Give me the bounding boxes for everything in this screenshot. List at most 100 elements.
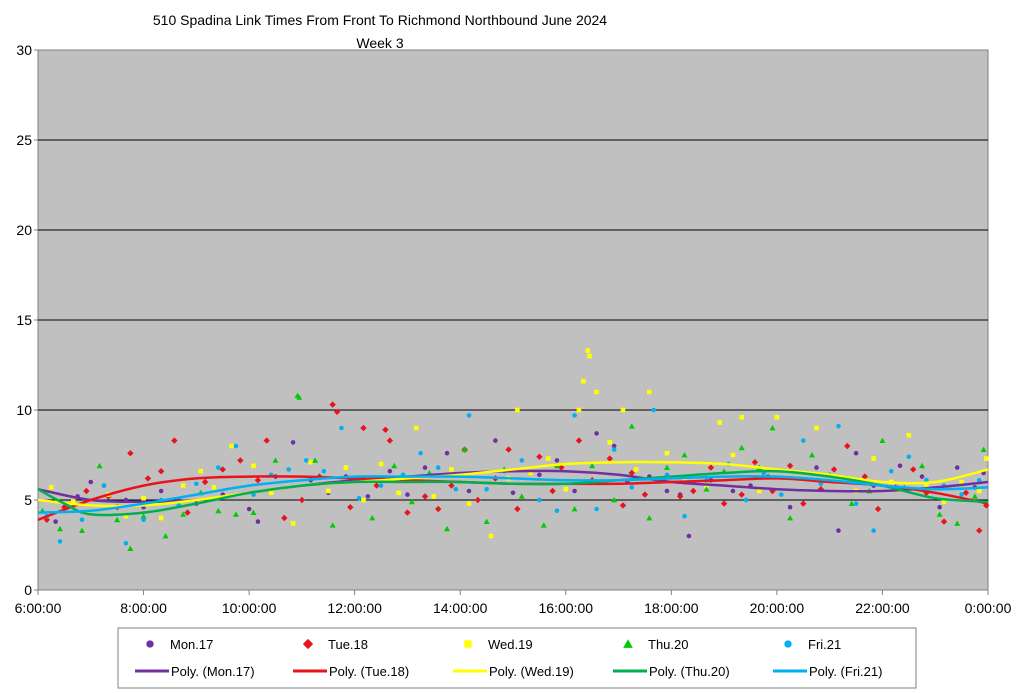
data-point xyxy=(871,456,876,461)
data-point xyxy=(628,469,635,477)
data-point xyxy=(980,446,987,452)
data-point xyxy=(540,522,547,528)
data-point xyxy=(738,444,745,451)
chart-title-line-2: Week 3 xyxy=(356,35,403,51)
data-point xyxy=(576,407,582,413)
data-point xyxy=(606,455,613,462)
data-point xyxy=(594,431,599,436)
data-point xyxy=(325,488,331,494)
data-point xyxy=(483,518,490,524)
data-point xyxy=(594,506,599,512)
data-point xyxy=(730,452,736,458)
data-point xyxy=(96,462,103,469)
legend-box xyxy=(117,627,917,689)
data-point xyxy=(924,477,929,483)
data-point xyxy=(571,506,578,512)
data-point xyxy=(585,348,591,353)
data-point xyxy=(386,437,394,444)
data-point xyxy=(378,461,384,467)
data-point xyxy=(321,468,327,474)
series-tue-18 xyxy=(43,401,990,534)
data-point xyxy=(194,481,199,487)
data-point xyxy=(387,468,393,474)
data-point xyxy=(158,488,164,494)
data-point xyxy=(484,486,489,492)
trendline-poly-wed-19 xyxy=(37,460,989,508)
data-point xyxy=(919,474,925,479)
data-point xyxy=(369,515,376,521)
data-point xyxy=(545,456,551,461)
data-point xyxy=(83,487,90,495)
data-point xyxy=(572,488,577,494)
data-point xyxy=(422,465,428,470)
data-point xyxy=(879,437,886,443)
data-point xyxy=(629,485,635,490)
data-point xyxy=(587,353,592,359)
data-point xyxy=(515,407,520,413)
data-point xyxy=(101,483,107,488)
data-point xyxy=(663,464,670,470)
data-point xyxy=(88,479,94,485)
data-point xyxy=(641,491,649,498)
data-point xyxy=(246,506,252,512)
data-point xyxy=(79,517,85,523)
data-point xyxy=(57,539,63,544)
data-point xyxy=(254,477,262,484)
data-point xyxy=(937,504,942,510)
data-point xyxy=(201,478,209,486)
data-point xyxy=(682,477,687,483)
data-point xyxy=(528,470,533,476)
data-point xyxy=(844,442,851,450)
y-tick-label: 25 xyxy=(16,132,32,148)
data-point xyxy=(333,408,341,415)
data-point xyxy=(461,446,468,452)
data-point xyxy=(296,394,303,400)
data-point xyxy=(664,488,670,494)
data-point xyxy=(43,516,50,523)
data-point xyxy=(518,493,525,499)
data-point xyxy=(229,443,234,449)
y-tick-label: 10 xyxy=(16,402,32,418)
data-point xyxy=(554,508,560,514)
data-point xyxy=(686,533,692,539)
legend-marker xyxy=(146,640,154,648)
data-point xyxy=(971,493,978,499)
data-point xyxy=(558,464,565,471)
data-point xyxy=(769,425,776,431)
chart-title-line-1: 510 Spadina Link Times From Front To Ric… xyxy=(153,12,607,28)
data-point xyxy=(70,499,76,505)
data-point xyxy=(647,389,652,395)
data-point xyxy=(180,483,186,488)
data-point xyxy=(53,519,58,524)
data-point xyxy=(298,496,306,504)
data-point xyxy=(809,452,816,458)
data-point xyxy=(268,490,274,496)
data-point xyxy=(787,515,794,521)
legend-label: Mon.17 xyxy=(170,637,213,652)
data-point xyxy=(611,443,617,449)
data-point xyxy=(263,437,270,444)
data-point xyxy=(778,492,784,497)
data-point xyxy=(681,452,688,458)
data-point xyxy=(830,466,838,473)
data-point xyxy=(936,511,943,517)
x-axis-ticks: 6:00:00 8:00:00 10:00:00 12:00:00 14:00:00 16… xyxy=(15,590,1012,616)
x-tick-label: 8:00:00 xyxy=(120,600,167,616)
data-point xyxy=(906,454,912,460)
data-point xyxy=(983,456,989,461)
data-point xyxy=(954,465,960,470)
data-point xyxy=(216,465,221,470)
data-point xyxy=(628,423,635,429)
data-point xyxy=(871,528,876,533)
data-point xyxy=(959,479,964,485)
data-point xyxy=(676,493,684,500)
data-point xyxy=(211,485,217,490)
data-point xyxy=(941,499,947,505)
data-point xyxy=(738,491,745,498)
data-point xyxy=(255,519,261,524)
data-point xyxy=(940,518,948,525)
data-point xyxy=(466,488,472,494)
data-point xyxy=(707,464,715,471)
x-tick-label: 18:00:00 xyxy=(644,600,699,616)
data-point xyxy=(563,486,569,492)
